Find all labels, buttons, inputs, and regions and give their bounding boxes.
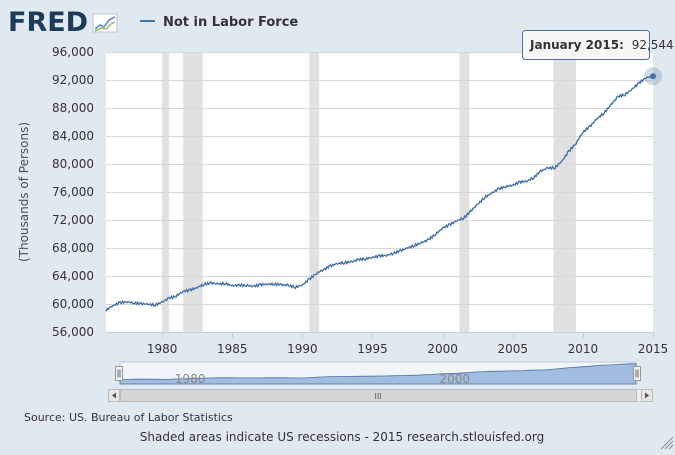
hover-point[interactable]: [650, 73, 656, 80]
legend[interactable]: Not in Labor Force: [140, 15, 298, 30]
navigator-axis-labels: 1980 2000: [175, 372, 470, 386]
y-tick-label: 76,000: [52, 185, 94, 199]
scrollbar[interactable]: III: [108, 389, 653, 402]
x-tick-label: 2015: [638, 342, 669, 356]
fred-logo-text: FRED: [8, 7, 88, 38]
x-tick-label: 1985: [217, 342, 248, 356]
scroll-left-button[interactable]: [108, 389, 120, 402]
y-tick-label: 80,000: [52, 157, 94, 171]
y-tick-label: 92,000: [52, 73, 94, 87]
x-tick-label: 2005: [497, 342, 528, 356]
y-tick-label: 64,000: [52, 269, 94, 283]
navigator-left-handle[interactable]: [115, 366, 123, 381]
fred-logo-graph-icon: [92, 13, 118, 33]
arrow-left-icon: [112, 392, 116, 399]
series-line-not-in-labor-force[interactable]: [105, 74, 654, 312]
tooltip-text: January 2015: 92,544: [529, 38, 674, 52]
source-text: Source: US. Bureau of Labor Statistics: [24, 411, 233, 424]
y-axis-ticks: 56,000 60,000 64,000 68,000 72,000 76,000 80,0…: [52, 45, 94, 339]
arrow-right-icon: [645, 392, 649, 399]
navigator-year-label: 1980: [175, 372, 206, 386]
y-tick-label: 56,000: [52, 325, 94, 339]
tooltip-value: 92,544: [632, 38, 674, 52]
x-tick-label: 2000: [427, 342, 458, 356]
x-axis-ticks: 1980 1985 1990 1995 2000 2005 2010 2015: [147, 332, 668, 356]
scrollbar-grip: III: [374, 392, 381, 401]
scroll-right-button[interactable]: [641, 389, 653, 402]
y-tick-label: 84,000: [52, 129, 94, 143]
y-gridlines: [106, 52, 653, 305]
navigator-series-area: [119, 363, 637, 385]
y-tick-label: 60,000: [52, 297, 94, 311]
y-tick-label: 68,000: [52, 241, 94, 255]
tooltip-date: January 2015:: [529, 38, 624, 52]
recession-note[interactable]: Shaded areas indicate US recessions - 20…: [140, 430, 544, 444]
scrollbar-thumb[interactable]: [120, 389, 637, 402]
y-tick-label: 96,000: [52, 45, 94, 59]
y-axis-title: (Thousands of Persons): [17, 122, 31, 262]
tooltip-box: [522, 30, 650, 60]
navigator[interactable]: 1980 2000: [115, 361, 641, 386]
resize-grip-icon[interactable]: [660, 436, 674, 450]
x-tick-label: 1990: [287, 342, 318, 356]
legend-label: Not in Labor Force: [163, 15, 298, 30]
y-tick-label: 88,000: [52, 101, 94, 115]
navigator-year-label: 2000: [440, 372, 471, 386]
fred-logo[interactable]: FRED: [8, 7, 118, 38]
x-tick-label: 2010: [568, 342, 599, 356]
navigator-right-handle[interactable]: [633, 366, 641, 381]
x-tick-label: 1995: [357, 342, 388, 356]
tooltip: January 2015: 92,544: [522, 30, 674, 60]
y-tick-label: 72,000: [52, 213, 94, 227]
x-tick-label: 1980: [147, 342, 178, 356]
